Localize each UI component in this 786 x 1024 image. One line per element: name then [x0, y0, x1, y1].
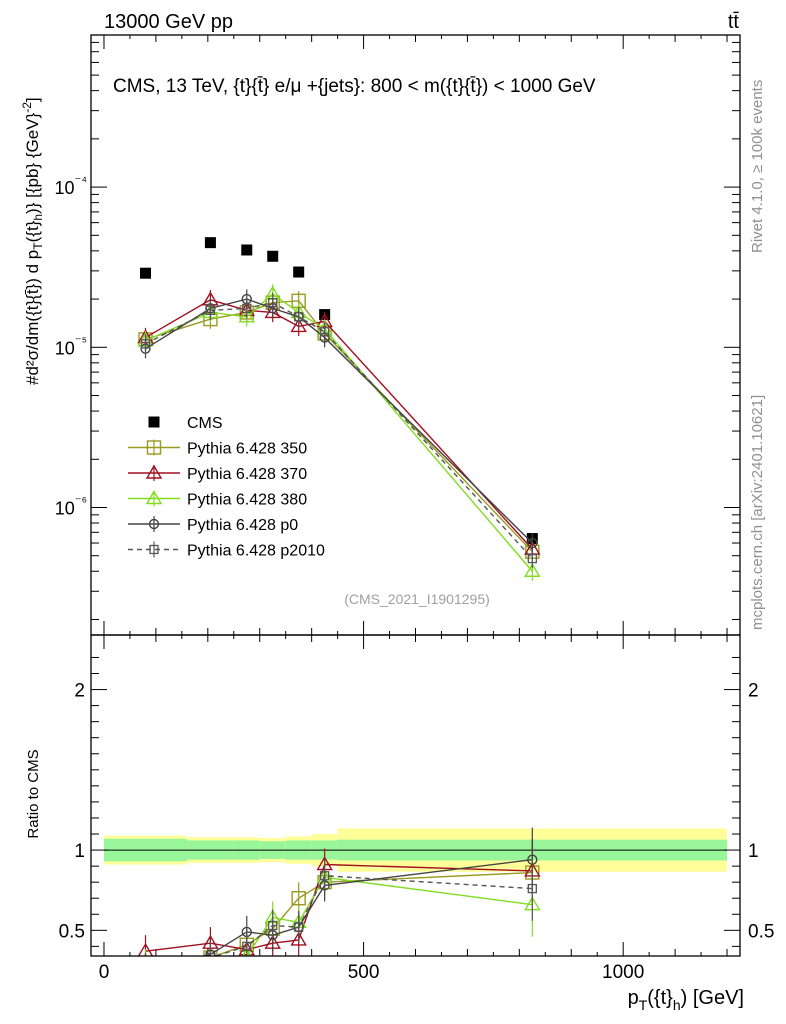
data-point-cms — [293, 266, 305, 278]
process-label: tt̄ — [728, 11, 740, 33]
x-tick-label: 1000 — [602, 962, 644, 983]
legend-label-pythia-6-428-380: Pythia 6.428 380 — [187, 492, 307, 509]
legend-marker-pythia-6-428-370 — [145, 464, 163, 479]
ratio-point-pythia-6-428-380 — [209, 954, 212, 956]
upper-y-tick-label: 10⁻⁵ — [55, 333, 87, 358]
ratio-point-pythia-6-428-370 — [290, 931, 307, 946]
ratio-y-tick-label: 1 — [74, 841, 85, 862]
ratio-y-tick-label: 2 — [74, 681, 85, 702]
ratio-point-pythia-6-428-370 — [137, 942, 154, 956]
plot-title: CMS, 13 TeV, {t}{t̄} e/μ +{jets}: 800 < … — [113, 76, 596, 97]
ratio-y-axis-label: Ratio to CMS — [25, 749, 42, 838]
ratio-point-pythia-6-428-p2010 — [268, 920, 278, 931]
ratio-point-pythia-6-428-p0 — [141, 966, 150, 975]
legend-marker-cms — [148, 416, 160, 428]
ratio-point-pythia-6-428-350 — [291, 891, 306, 906]
ratio-y-tick-label-right: 0.5 — [748, 921, 774, 942]
legend-marker-pythia-6-428-380 — [145, 490, 163, 505]
data-point-pythia-6-428-380 — [238, 308, 255, 323]
ratio-point-pythia-6-428-350 — [139, 964, 152, 977]
x-tick-label: 500 — [348, 962, 380, 983]
data-point-pythia-6-428-p2010 — [205, 305, 216, 316]
legend-marker-pythia-6-428-p2010 — [149, 544, 159, 555]
upper-y-tick-label: 10⁻⁴ — [55, 173, 87, 198]
ratio-point-pythia-6-428-380 — [241, 947, 252, 956]
data-point-pythia-6-428-p2010 — [268, 297, 278, 308]
legend-label-pythia-6-428-p2010: Pythia 6.428 p2010 — [187, 543, 325, 560]
ratio-panel-frame — [90, 634, 741, 957]
legend-label-pythia-6-428-p0: Pythia 6.428 p0 — [187, 517, 298, 534]
x-tick-label: 0 — [99, 962, 110, 983]
data-point-pythia-6-428-p2010 — [319, 327, 330, 337]
upper-y-axis-label: #d²σ/dm({t}{t̄}) d pT({t}h)} [{pb} {GeV}… — [20, 97, 45, 385]
ratio-line-pythia-6-428-370 — [145, 863, 533, 952]
ratio-point-pythia-6-428-p2010 — [205, 952, 216, 956]
data-point-pythia-6-428-p2010 — [527, 553, 537, 564]
mcplots-source-label: mcplots.cern.ch [arXiv:2401.10621] — [749, 395, 766, 630]
ratio-point-pythia-6-428-p2010 — [242, 941, 252, 952]
ratio-point-pythia-6-428-p2010 — [142, 965, 150, 973]
ratio-y-tick-label-right: 2 — [748, 681, 759, 702]
legend-marker-pythia-6-428-350 — [146, 440, 162, 455]
data-point-cms — [204, 237, 216, 249]
ratio-y-tick-label: 0.5 — [59, 921, 85, 942]
legend-label-cms: CMS — [187, 415, 223, 432]
x-axis-label: pT({t}h) [GeV] — [628, 987, 744, 1013]
data-point-pythia-6-428-370 — [290, 318, 307, 333]
data-point-pythia-6-428-p2010 — [140, 339, 151, 349]
legend-label-pythia-6-428-350: Pythia 6.428 350 — [187, 441, 307, 458]
ratio-y-tick-label-right: 1 — [748, 841, 759, 862]
collision-label: 13000 GeV pp — [104, 11, 233, 33]
ratio-point-pythia-6-428-p2010 — [319, 871, 330, 881]
data-point-cms — [241, 244, 253, 256]
upper-y-tick-label: 10⁻⁶ — [55, 493, 87, 518]
legend: CMS Pythia 6.428 350 Pythia 6.428 370 Pythi… — [128, 415, 325, 560]
legend-label-pythia-6-428-370: Pythia 6.428 370 — [187, 466, 307, 483]
ratio-point-pythia-6-428-p2010 — [294, 922, 304, 932]
rivet-version-label: Rivet 4.1.0, ≥ 100k events — [749, 80, 766, 253]
data-point-pythia-6-428-p2010 — [294, 312, 304, 322]
data-point-pythia-6-428-p2010 — [242, 303, 252, 314]
ratio-point-pythia-6-428-p2010 — [527, 883, 537, 894]
data-point-pythia-6-428-380 — [524, 562, 541, 577]
legend-marker-pythia-6-428-p0 — [148, 518, 160, 530]
ratio-point-pythia-6-428-380 — [139, 959, 153, 971]
data-point-pythia-6-428-p0 — [527, 537, 538, 549]
data-point-cms — [267, 250, 279, 262]
analysis-id-label: (CMS_2021_I1901295) — [344, 591, 490, 607]
ratio-panel: 0 500 1000 0.5 0.5 1 1 2 2 — [59, 634, 774, 983]
data-point-cms — [140, 267, 152, 279]
